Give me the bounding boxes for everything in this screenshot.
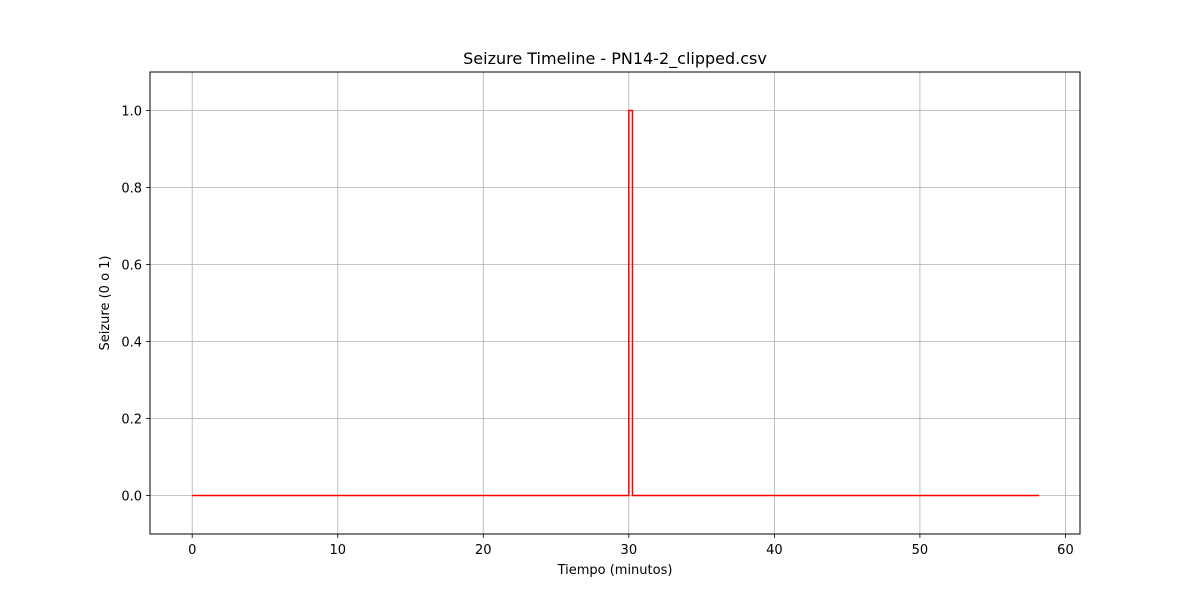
x-tick-label: 30 (621, 543, 638, 558)
x-tick-label: 10 (329, 543, 346, 558)
series-layer (192, 109, 1040, 497)
plot-frame (149, 71, 1081, 535)
x-tick-label: 40 (766, 543, 783, 558)
grid (150, 72, 1080, 534)
y-tick-label: 0.4 (121, 336, 142, 351)
y-tick-label: 0.8 (121, 182, 142, 197)
x-tick-label: 0 (188, 543, 196, 558)
y-axis: 0.0 0.2 0.4 0.6 0.8 1.0 (121, 105, 150, 505)
x-axis-label: Tiempo (minutos) (557, 563, 673, 578)
x-tick-label: 20 (475, 543, 492, 558)
y-tick-label: 0.2 (121, 413, 142, 428)
y-tick-label: 0.0 (121, 490, 142, 505)
y-tick-label: 1.0 (121, 105, 142, 120)
x-tick-label: 50 (912, 543, 929, 558)
x-axis: 0 10 20 30 40 50 60 (188, 534, 1074, 558)
y-axis-label: Seizure (0 o 1) (98, 255, 113, 350)
x-tick-label: 60 (1057, 543, 1074, 558)
chart-title: Seizure Timeline - PN14-2_clipped.csv (463, 49, 767, 69)
seizure-series-line (192, 109, 1040, 497)
y-tick-label: 0.6 (121, 259, 142, 274)
